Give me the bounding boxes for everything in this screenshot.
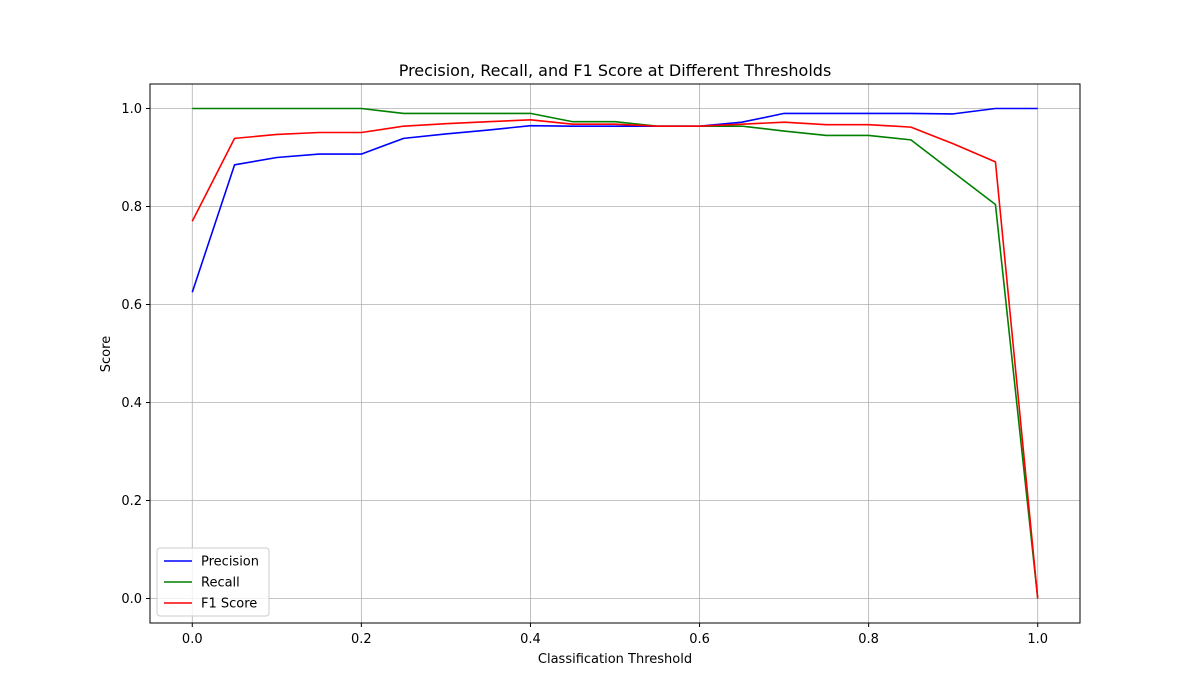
y-tick-label: 1.0: [121, 102, 142, 117]
x-tick-label: 0.4: [520, 632, 541, 647]
series-line-precision: [191, 107, 1038, 293]
series-line-recall: [192, 107, 1039, 599]
y-tick-label: 0.2: [121, 494, 142, 509]
grid-lines: [150, 84, 1080, 623]
x-axis-label: Classification Threshold: [538, 652, 692, 667]
y-axis-label: Score: [99, 336, 114, 372]
legend: Precision Recall F1 Score: [156, 547, 270, 617]
x-tick-label: 0.8: [858, 632, 879, 647]
x-axis-ticks: 0.0 0.2 0.4 0.6 0.8 1.0: [182, 623, 1048, 647]
x-tick-label: 0.6: [689, 632, 710, 647]
y-axis-ticks: 0.0 0.2 0.4 0.6 0.8 1.0: [121, 102, 150, 607]
y-tick-label: 0.8: [121, 200, 142, 215]
y-tick-label: 0.0: [121, 592, 142, 607]
plot-frame: [149, 83, 1081, 624]
y-tick-label: 0.4: [121, 396, 142, 411]
x-tick-label: 1.0: [1027, 632, 1048, 647]
chart-title: Precision, Recall, and F1 Score at Diffe…: [399, 61, 832, 80]
series-line-f1-score: [191, 118, 1039, 599]
legend-label-f1-score: F1 Score: [201, 597, 257, 612]
y-tick-label: 0.6: [121, 298, 142, 313]
legend-label-recall: Recall: [201, 576, 240, 591]
x-tick-label: 0.0: [182, 632, 203, 647]
x-tick-label: 0.2: [351, 632, 372, 647]
legend-label-precision: Precision: [201, 555, 259, 570]
series-lines: [191, 107, 1039, 599]
legend-box: [156, 547, 270, 617]
